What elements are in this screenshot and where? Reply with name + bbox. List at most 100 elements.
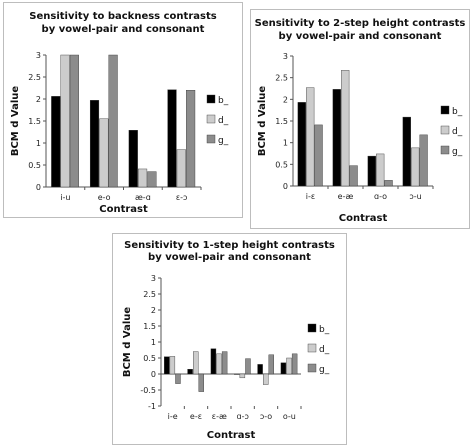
bar-b-4 [257, 364, 263, 375]
bar-g-2 [147, 171, 157, 188]
bar-d-0 [169, 356, 176, 375]
bar-g-4 [268, 354, 275, 375]
x-tick-label: i-e [168, 412, 178, 421]
y-tick-label: 0 [151, 370, 156, 379]
chart-title-line: by vowel-pair and consonant [279, 31, 442, 42]
chart-panel-backness: Sensitivity to backness contrasts by vowe… [3, 2, 243, 218]
y-axis-title: BCM d Value [10, 86, 21, 157]
bar-b-3 [167, 89, 177, 188]
x-axis-title: Contrast [99, 204, 148, 215]
bar-b-2 [128, 130, 138, 188]
bar-g-1 [349, 165, 358, 187]
legend-label: g_ [218, 136, 229, 146]
bar-b-1 [89, 100, 100, 188]
y-tick-label: 1 [151, 338, 156, 347]
x-tick-label: i-u [60, 193, 70, 202]
y-axis-title: BCM d Value [122, 307, 133, 378]
y-tick-label: 0.5 [28, 161, 41, 170]
legend-label: b_ [452, 107, 463, 117]
chart-panel-2step-height: Sensitivity to 2-step height contrasts by… [250, 9, 470, 229]
bar-b-1 [332, 89, 341, 187]
legend-label: b_ [319, 325, 330, 335]
chart-title-line: Sensitivity to 2-step height contrasts [255, 18, 466, 29]
bar-g-2 [384, 180, 393, 187]
bar-b-2 [210, 348, 217, 375]
y-tick-label: 2.5 [28, 73, 41, 82]
legend-label: g_ [319, 365, 330, 375]
x-axis-title: Contrast [339, 213, 388, 224]
y-tick-label: 0.5 [275, 160, 288, 169]
bar-b-3 [234, 373, 240, 375]
chart-2step-height: Sensitivity to 2-step height contrasts by… [255, 18, 466, 224]
y-axis-title: BCM d Value [257, 86, 268, 157]
legend-label: b_ [218, 96, 229, 106]
chart-backness: Sensitivity to backness contrasts by vowe… [10, 11, 229, 215]
bar-g-0 [69, 54, 79, 188]
y-tick-label: 3 [36, 51, 41, 60]
bar-g-3 [419, 134, 428, 187]
y-tick-label: 2 [36, 95, 41, 104]
legend-swatch-g [307, 363, 317, 373]
x-tick-label: i-ɛ [306, 192, 315, 201]
bar-g-0 [175, 373, 181, 384]
chart-1step-height: Sensitivity to 1-step height contrastsby… [122, 240, 335, 441]
legend-label: g_ [452, 147, 463, 157]
legend-label: d_ [319, 345, 330, 355]
bar-b-5 [280, 362, 287, 375]
x-tick-label: e-o [98, 193, 111, 202]
bar-d-3 [239, 373, 246, 379]
bar-b-3 [402, 116, 411, 187]
x-tick-label: æ-ɑ [135, 193, 151, 202]
legend-swatch-d [307, 343, 317, 353]
y-tick-label: 2 [151, 306, 156, 315]
y-tick-label: 2.5 [275, 74, 288, 83]
bar-d-3 [411, 147, 420, 187]
x-tick-label: o-u [283, 412, 296, 421]
bar-d-1 [341, 70, 350, 187]
bar-b-1 [187, 368, 193, 375]
x-tick-label: ɔ-o [260, 412, 272, 421]
y-tick-label: 1.5 [275, 117, 288, 126]
legend-label: d_ [452, 127, 463, 137]
y-tick-label: -1 [148, 402, 156, 411]
y-tick-label: 2.5 [143, 290, 156, 299]
bar-d-1 [99, 118, 109, 188]
y-tick-label: -0.5 [140, 386, 156, 395]
x-tick-label: ɛ-ɔ [176, 193, 188, 202]
legend-swatch-b [206, 94, 216, 104]
y-tick-label: 1.5 [143, 322, 156, 331]
x-axis-title: Contrast [207, 430, 256, 441]
legend-swatch-d [440, 125, 450, 135]
legend-swatch-g [206, 134, 216, 144]
chart-panel-1step-height: Sensitivity to 1-step height contrasts by… [112, 233, 347, 445]
y-tick-label: 0.5 [143, 354, 156, 363]
y-tick-label: 1.5 [28, 117, 41, 126]
bar-d-1 [192, 351, 199, 375]
chart-title-line: by vowel-pair and consonant [42, 24, 205, 35]
bar-d-3 [176, 149, 186, 188]
x-tick-label: ɑ-ɔ [236, 412, 248, 421]
bar-d-4 [262, 373, 269, 385]
legend-label: d_ [218, 116, 229, 126]
x-tick-label: ɛ-æ [212, 412, 227, 421]
y-tick-label: 0 [283, 182, 288, 191]
bar-d-2 [216, 353, 222, 375]
x-tick-label: ɔ-u [409, 192, 421, 201]
y-tick-label: 3 [283, 52, 288, 61]
bar-g-1 [198, 373, 205, 392]
bar-b-0 [51, 96, 61, 188]
bar-d-2 [138, 168, 148, 188]
bar-d-5 [286, 357, 292, 375]
bar-b-0 [164, 356, 170, 375]
y-tick-label: 1 [283, 139, 288, 148]
legend-swatch-b [307, 323, 317, 333]
x-tick-label: ɑ-o [374, 192, 387, 201]
legend-swatch-d [206, 114, 216, 124]
y-tick-label: 0 [36, 183, 41, 192]
legend-swatch-g [440, 145, 450, 155]
y-tick-label: 1 [36, 139, 41, 148]
chart-title-line: Sensitivity to 1-step height contrasts [124, 240, 335, 251]
x-tick-label: e-æ [338, 192, 354, 201]
bar-g-0 [314, 124, 323, 187]
bar-g-2 [221, 351, 228, 375]
